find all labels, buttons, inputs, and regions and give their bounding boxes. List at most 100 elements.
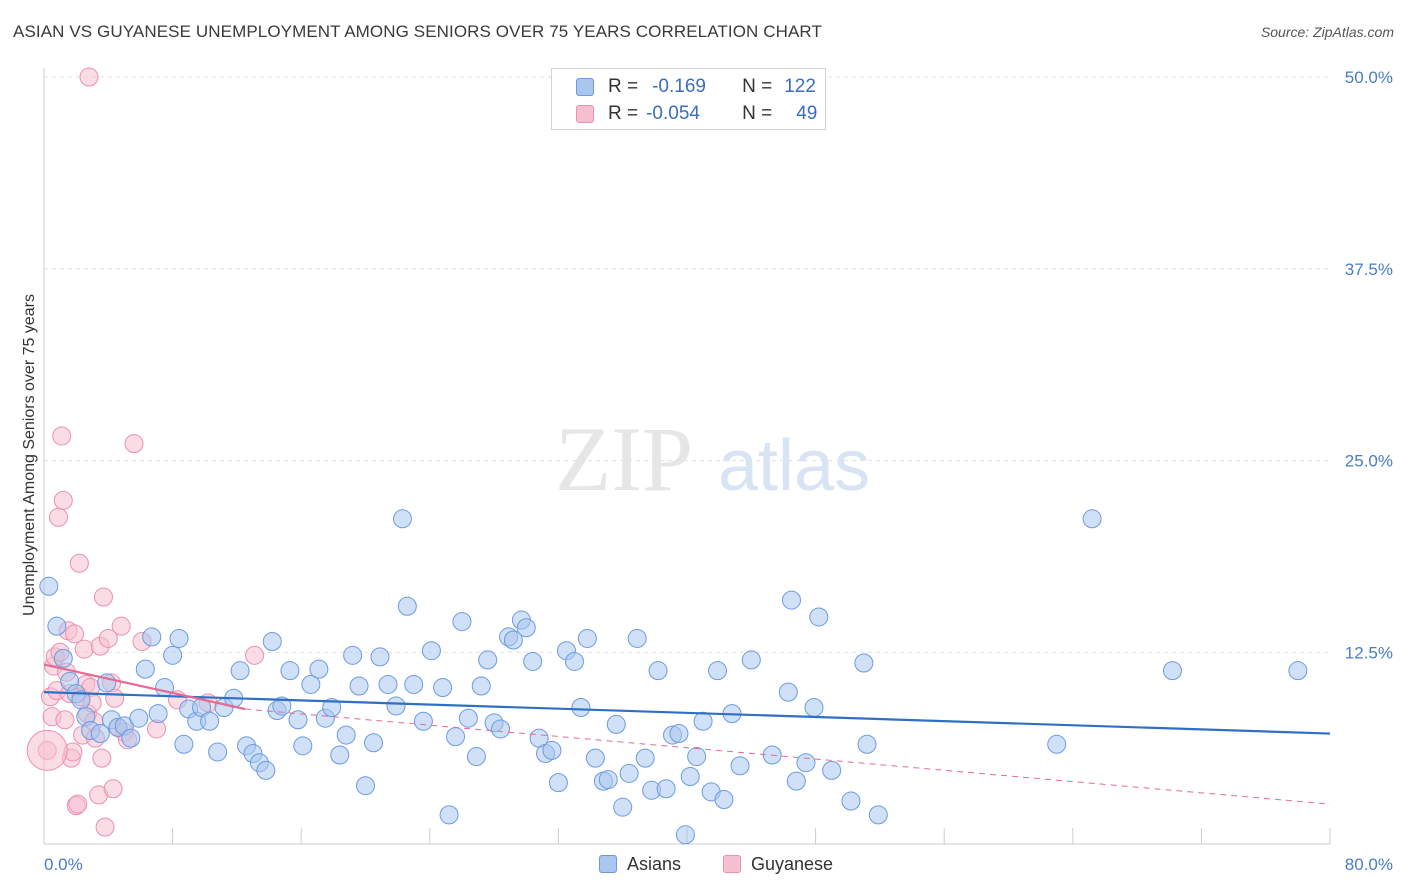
asians-point — [809, 607, 829, 627]
asians-point — [796, 753, 816, 773]
guyanese-point — [93, 587, 113, 607]
source-label: Source: ZipAtlas.com — [1260, 24, 1394, 40]
asians-point — [491, 719, 511, 739]
r-value: -0.169 — [652, 76, 706, 97]
asians-point — [635, 748, 655, 768]
asians-point — [330, 745, 350, 765]
asians-point — [53, 648, 73, 668]
asians-point — [1082, 509, 1102, 529]
asians-point — [523, 651, 543, 671]
asians-point — [208, 742, 228, 762]
asians-point — [741, 650, 761, 670]
asians-point — [857, 734, 877, 754]
asians-point — [1162, 661, 1182, 681]
asians-point — [200, 711, 220, 731]
asians-point — [708, 661, 728, 681]
guyanese-point — [65, 624, 85, 644]
asians-point — [135, 659, 155, 679]
y-tick-label-2: 37.5% — [1345, 260, 1393, 279]
asians-point — [516, 618, 536, 638]
asians-point — [142, 627, 162, 647]
asians-point — [548, 773, 568, 793]
guyanese-point — [69, 553, 89, 573]
asians-trend-line — [43, 691, 1331, 735]
asians-point — [397, 596, 417, 616]
asians-point — [730, 756, 750, 776]
asians-point — [613, 797, 633, 817]
n-value: 49 — [796, 103, 818, 124]
asians-point — [336, 725, 356, 745]
asians-point — [47, 616, 67, 636]
guyanese-point — [48, 507, 68, 527]
stats-row-asians: R = -0.169 N = 122 — [576, 75, 816, 99]
legend-asians: Asians — [599, 852, 681, 876]
asians-point — [174, 734, 194, 754]
asians-point — [619, 763, 639, 783]
asians-point — [452, 612, 472, 632]
guyanese-point — [74, 639, 94, 659]
asians-point — [627, 628, 647, 648]
legend-guyanese-label: Guyanese — [751, 853, 834, 874]
chart-title: ASIAN VS GUYANESE UNEMPLOYMENT AMONG SEN… — [13, 22, 822, 41]
guyanese-point — [98, 628, 118, 648]
asians-point — [503, 630, 523, 650]
asians-point — [606, 714, 626, 734]
asians-point — [542, 740, 562, 760]
asians-point — [786, 771, 806, 791]
asians-point — [148, 704, 168, 724]
asians-point — [1047, 734, 1067, 754]
guyanese-legend-swatch — [723, 855, 741, 873]
asians-point — [364, 733, 384, 753]
asians-point — [598, 770, 618, 790]
n-label: N = — [742, 76, 773, 97]
guyanese-point — [111, 616, 131, 636]
guyanese-point — [103, 779, 123, 799]
asians-point — [39, 576, 59, 596]
asians-point — [675, 825, 695, 845]
guyanese-point — [92, 748, 112, 768]
asians-point — [421, 641, 441, 661]
guyanese-point-large — [26, 729, 68, 771]
asians-point — [680, 767, 700, 787]
guyanese-point — [53, 490, 73, 510]
r-value: -0.054 — [646, 103, 700, 124]
asians-point — [714, 790, 734, 810]
asians-legend-swatch — [599, 855, 617, 873]
asians-point — [280, 661, 300, 681]
y-tick-label-0: 12.5% — [1345, 643, 1393, 662]
asians-point — [439, 805, 459, 825]
asians-point — [262, 632, 282, 652]
asians-point — [1288, 661, 1308, 681]
guyanese-trend-extension — [244, 708, 1331, 805]
r-label: R = — [608, 76, 639, 97]
asians-point — [648, 661, 668, 681]
guyanese-point — [79, 67, 99, 87]
asians-point — [577, 628, 597, 648]
guyanese-point — [68, 794, 88, 814]
asians-point — [433, 678, 453, 698]
asians-point — [322, 697, 342, 717]
asians-swatch — [576, 78, 594, 96]
asians-point — [458, 708, 478, 728]
asians-point — [90, 724, 110, 744]
guyanese-point — [245, 645, 265, 665]
y-axis-label: Unemployment Among Seniors over 75 years — [21, 294, 38, 616]
asians-points — [39, 509, 1308, 845]
asians-point — [804, 697, 824, 717]
asians-point — [230, 661, 250, 681]
asians-point — [155, 678, 175, 698]
asians-point — [413, 711, 433, 731]
watermark-atlas: atlas — [718, 426, 870, 506]
asians-point — [293, 736, 313, 756]
asians-point — [256, 760, 276, 780]
gridlines — [44, 76, 1330, 653]
guyanese-trend-line — [43, 663, 246, 711]
asians-point — [392, 509, 412, 529]
asians-point — [288, 710, 308, 730]
asians-point — [466, 747, 486, 767]
watermark: ZIP atlas — [555, 408, 870, 510]
asians-point — [854, 653, 874, 673]
y-tick-label-1: 25.0% — [1345, 452, 1393, 471]
asians-point — [564, 651, 584, 671]
asians-point — [169, 628, 189, 648]
